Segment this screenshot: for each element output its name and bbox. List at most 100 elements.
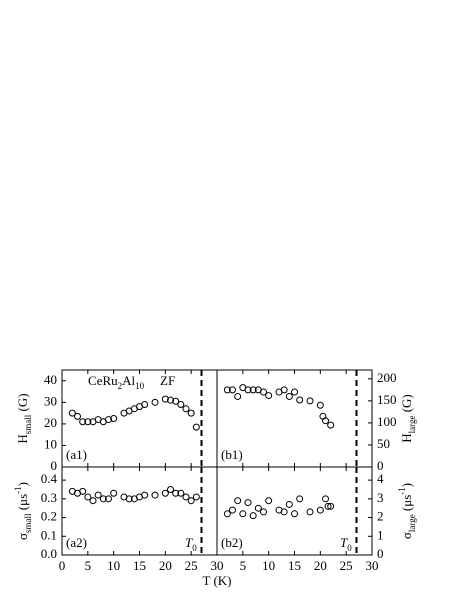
text-part: (μs [15,494,30,514]
data-point [177,400,185,408]
data-point [177,489,185,497]
panel-label: (b2) [221,535,243,550]
data-point [239,510,247,518]
text-part: 0 [347,543,352,553]
data-point [327,502,335,510]
data-point [192,423,200,431]
data-point [141,491,149,499]
data-point [306,508,314,516]
text-part: 10 [135,381,145,391]
text-part: -1 [13,486,23,494]
data-point [172,489,180,497]
data-point [167,485,174,493]
y-tick-label: 150 [377,392,397,407]
data-point [265,392,273,400]
x-tick-label: 25 [185,558,198,573]
x-axis-label: T (K) [202,573,231,588]
x-tick-label: 15 [133,558,146,573]
text-part: ZF [160,373,175,388]
t0-label: T0 [185,535,197,553]
x-tick-label: 30 [211,558,224,573]
panel-label: (a2) [66,535,87,550]
data-point [324,502,332,510]
data-point [94,491,102,499]
x-tick-label: 10 [262,558,275,573]
text-part: ) [399,483,414,487]
data-point [187,409,195,417]
text-part: (G) [399,394,414,415]
y-tick-label: 4 [377,471,384,486]
t0-label: T0 [340,535,352,553]
data-point [110,415,118,422]
data-point [187,497,195,505]
x-tick-label: 5 [85,558,92,573]
data-point [167,396,174,404]
data-point [74,412,81,420]
text-part: σ [15,533,30,540]
data-point [125,495,133,503]
data-point [89,497,97,505]
data-point [223,386,231,394]
text-part: T [185,535,193,550]
x-tick-label: 15 [288,558,301,573]
x-tick-label: 20 [314,558,327,573]
data-point [79,487,87,495]
text-part: 2 [118,381,123,391]
x-tick-label: 25 [340,558,353,573]
y-tick-label: 3 [377,490,384,505]
data-point [327,421,335,429]
data-point [141,400,149,408]
data-point [280,508,288,516]
text-part: CeRu [88,373,118,388]
data-point [249,386,257,394]
data-point [265,497,273,505]
y-tick-label: 0.0 [41,546,57,561]
data-point [223,510,231,518]
annotation: CeRu2Al10 [88,373,145,391]
text-part: σ [399,532,414,539]
x-tick-label: 20 [159,558,172,573]
text-part: H [15,434,30,443]
y-tick-label: 100 [377,414,397,429]
data-point [234,497,242,505]
y-axis-label: Hsmall (G) [15,393,33,443]
x-tick-label: 30 [366,558,379,573]
data-point [229,386,236,394]
data-point [254,504,262,512]
y-tick-label: 50 [377,436,390,451]
y-tick-label: 0 [377,546,384,561]
text-part: large [407,514,417,532]
data-point [285,500,293,508]
data-point [105,495,112,503]
data-point [244,386,252,394]
data-point [182,405,190,413]
data-point [322,495,329,503]
data-point [249,512,257,520]
data-point [110,489,118,497]
text-part: large [407,416,417,434]
data-point [172,397,180,405]
data-point [161,489,169,497]
y-tick-label: 10 [44,436,57,451]
text-part: small [23,414,33,434]
data-point [161,395,169,403]
y-axis-label: σsmall (μs-1) [13,482,33,540]
annotation: ZF [160,373,175,388]
data-point [105,416,112,424]
x-tick-label: 5 [240,558,247,573]
data-point [234,392,242,400]
y-tick-label: 1 [377,527,384,542]
data-point [260,508,267,516]
data-point [316,401,324,409]
y-tick-label: 20 [44,415,57,430]
y-axis-label: Hlarge (G) [399,394,417,443]
text-part: 0 [192,543,197,553]
data-point [244,499,252,507]
y-tick-label: 40 [44,372,57,387]
text-part: (μs [399,495,414,515]
data-point [68,409,76,417]
data-point [99,495,107,503]
y-tick-label: 0.3 [41,490,57,505]
data-point [192,493,200,501]
